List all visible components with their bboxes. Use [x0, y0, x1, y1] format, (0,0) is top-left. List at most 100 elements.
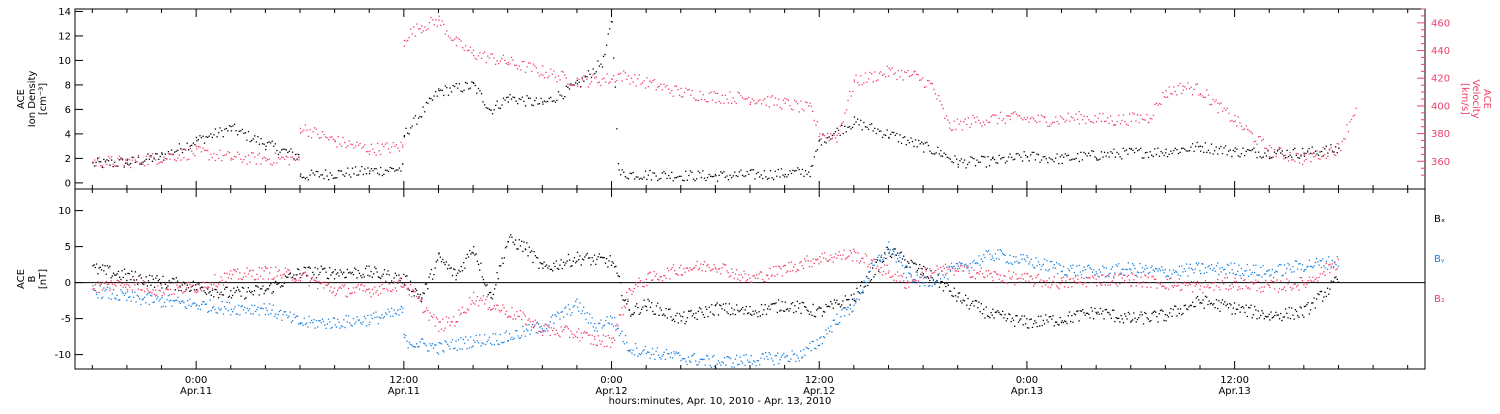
bz-point — [401, 286, 402, 287]
bz-point — [788, 262, 789, 263]
ion-density-point — [246, 140, 247, 141]
bz-point — [1051, 284, 1052, 285]
ion-density-point — [522, 97, 523, 98]
ion-density-point — [1020, 157, 1021, 158]
by-point — [887, 249, 888, 250]
by-point — [463, 339, 464, 340]
velocity-point — [924, 87, 925, 88]
bz-point — [282, 274, 283, 275]
ion-density-point — [245, 132, 246, 133]
bx-point — [871, 279, 872, 280]
velocity-point — [239, 154, 240, 155]
ion-density-point — [391, 168, 392, 169]
ion-density-point — [1315, 151, 1316, 152]
by-point — [416, 343, 417, 344]
bz-point — [796, 271, 797, 272]
bz-point — [134, 284, 135, 285]
bz-point — [483, 295, 484, 296]
bx-point — [950, 291, 951, 292]
by-point — [996, 258, 997, 259]
by-point — [782, 355, 783, 356]
by-point — [1253, 265, 1254, 266]
ion-density-point — [1101, 151, 1102, 152]
bz-point — [705, 271, 706, 272]
by-point — [335, 324, 336, 325]
velocity-point — [1060, 116, 1061, 117]
velocity-point — [837, 135, 838, 136]
bz-point — [1110, 284, 1111, 285]
by-point — [736, 355, 737, 356]
by-point — [523, 331, 524, 332]
velocity-point — [209, 159, 210, 160]
by-point — [1242, 273, 1243, 274]
by-point — [97, 297, 98, 298]
bx-point — [121, 270, 122, 271]
by-point — [1301, 269, 1302, 270]
by-point — [1278, 266, 1279, 267]
bz-point — [120, 285, 121, 286]
by-point — [1132, 263, 1133, 264]
by-point — [254, 305, 255, 306]
by-point — [746, 354, 747, 355]
velocity-point — [649, 81, 650, 82]
bz-point — [1040, 279, 1041, 280]
velocity-point — [1200, 94, 1201, 95]
bx-point — [1045, 314, 1046, 315]
bx-point — [1092, 310, 1093, 311]
velocity-point — [553, 70, 554, 71]
ion-density-point — [608, 33, 609, 34]
bz-point — [1191, 281, 1192, 282]
bx-point — [1230, 304, 1231, 305]
bx-point — [317, 268, 318, 269]
ion-density-point — [303, 177, 304, 178]
bz-point — [467, 308, 468, 309]
bz-point — [990, 273, 991, 274]
by-point — [1167, 275, 1168, 276]
bz-point — [556, 330, 557, 331]
by-point — [870, 271, 871, 272]
ion-density-point — [1222, 153, 1223, 154]
bz-point — [960, 265, 961, 266]
by-point — [418, 346, 419, 347]
velocity-point — [791, 108, 792, 109]
by-point — [1025, 260, 1026, 261]
bz-point — [103, 282, 104, 283]
by-point — [706, 355, 707, 356]
bx-point — [1031, 318, 1032, 319]
by-point — [270, 313, 271, 314]
bz-point — [274, 277, 275, 278]
bz-point — [139, 282, 140, 283]
bz-point — [1323, 271, 1324, 272]
bx-point — [853, 294, 854, 295]
bx-point — [1123, 322, 1124, 323]
by-point — [600, 319, 601, 320]
bz-point — [446, 316, 447, 317]
bz-point — [378, 294, 379, 295]
bz-point — [373, 293, 374, 294]
ion-density-point — [1310, 153, 1311, 154]
bx-point — [1162, 311, 1163, 312]
by-point — [223, 313, 224, 314]
bx-point — [1118, 318, 1119, 319]
bz-point — [754, 275, 755, 276]
by-point — [886, 247, 887, 248]
bz-point — [281, 277, 282, 278]
velocity-point — [1227, 108, 1228, 109]
ion-density-point — [623, 172, 624, 173]
velocity-point — [1105, 121, 1106, 122]
velocity-point — [328, 139, 329, 140]
velocity-point — [440, 25, 441, 26]
by-point — [453, 348, 454, 349]
bz-point — [1329, 272, 1330, 273]
ion-density-point — [717, 181, 718, 182]
bx-point — [1205, 296, 1206, 297]
bz-point — [1305, 287, 1306, 288]
bz-point — [280, 275, 281, 276]
bz-point — [154, 294, 155, 295]
bz-point — [315, 280, 316, 281]
velocity-point — [563, 71, 564, 72]
ion-density-point — [671, 172, 672, 173]
by-point — [188, 305, 189, 306]
velocity-point — [1085, 123, 1086, 124]
bx-point — [1337, 279, 1338, 280]
